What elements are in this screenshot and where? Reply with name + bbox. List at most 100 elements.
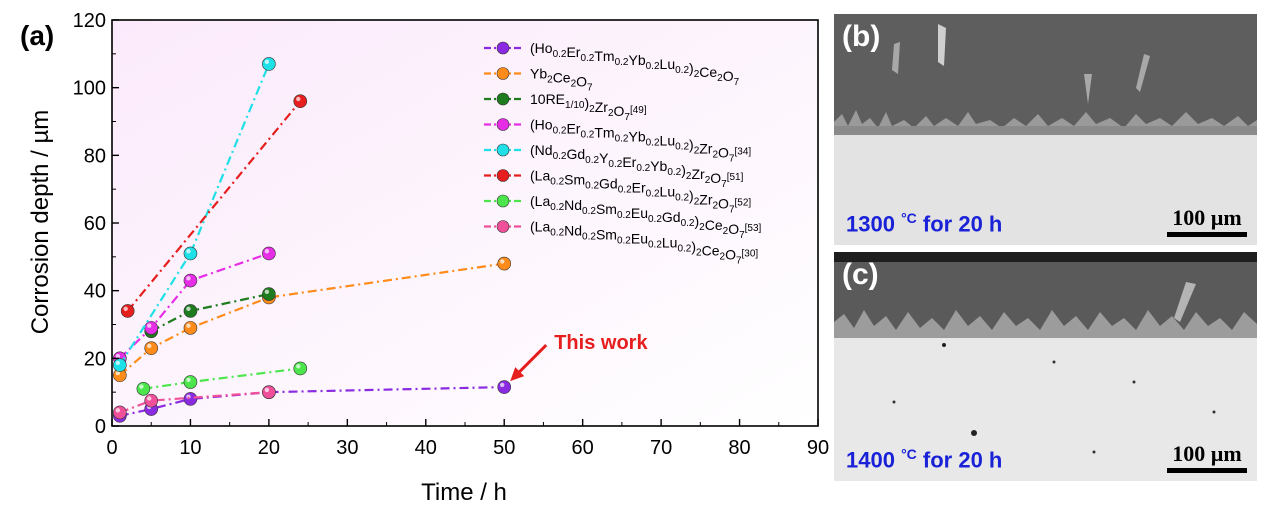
legend-marker (496, 67, 510, 80)
data-point-highlight (186, 276, 191, 281)
legend-label: (La0.2Nd0.2Sm0.2Eu0.2Lu0.2)2Ce2O7[30] (530, 219, 758, 267)
series-2 (113, 256, 512, 383)
legend-entry-8: (La0.2Nd0.2Sm0.2Eu0.2Lu0.2)2Ce2O7[30] (484, 219, 758, 267)
data-point (293, 361, 308, 376)
panel-label-b: (b) (842, 20, 881, 53)
plot-area (112, 20, 818, 426)
data-point-highlight (147, 343, 152, 349)
data-point-highlight (264, 387, 270, 393)
legend-entry-1: (Ho0.2Er0.2Tm0.2Yb0.2Lu0.2)2Ce2O7 (484, 40, 740, 88)
series-line (126, 100, 302, 312)
data-point-highlight (500, 259, 505, 264)
annotation-this-work: This work (554, 332, 648, 354)
y-tick-label: 120 (73, 10, 106, 32)
x-axis-title: Time / h (421, 479, 507, 506)
legend-label: (Nd0.2Gd0.2Y0.2Er0.2Yb0.2)2Zr2O7[51] (530, 142, 744, 190)
y-axis-title: Corrosion depth / µm (27, 110, 54, 335)
legend-marker (496, 92, 510, 106)
data-point-highlight (264, 59, 270, 64)
legend-entry-3: 10RE1/10)2Zr2O7[49] (484, 91, 647, 123)
temperature-condition: 1400 °C for 20 h (846, 445, 1003, 472)
data-point (183, 392, 198, 406)
panel-label-a: (a) (20, 20, 54, 51)
legend-marker (496, 41, 510, 55)
data-point (262, 287, 276, 301)
scale-bar: 100 µm (1167, 442, 1247, 473)
series-line (143, 367, 301, 390)
y-tick-label: 40 (84, 281, 106, 303)
data-point (262, 57, 276, 71)
legend-entry-4: (Ho0.2Er0.2Tm0.2Yb0.2Lu0.2)2Zr2O7[34] (484, 117, 751, 165)
series-line (119, 385, 505, 417)
data-point-highlight (147, 396, 152, 401)
series-line (118, 63, 270, 366)
data-point (113, 358, 127, 372)
annotation-arrow-head (510, 367, 525, 382)
x-tick-label: 10 (179, 437, 201, 459)
legend-entry-6: (La0.2Sm0.2Gd0.2Er0.2Lu0.2)2Zr2O7[52] (484, 168, 751, 216)
data-point-highlight (115, 353, 121, 359)
data-point-highlight (186, 306, 191, 311)
legend-label: (Ho0.2Er0.2Tm0.2Yb0.2Lu0.2)2Ce2O7 (530, 40, 740, 88)
data-point (497, 256, 512, 271)
data-point-highlight (500, 382, 505, 388)
data-point (262, 246, 276, 261)
data-point-highlight (186, 323, 191, 328)
legend-marker (496, 194, 510, 208)
data-point-highlight (296, 96, 301, 102)
x-tick-label: 80 (728, 437, 750, 459)
x-tick-label: 30 (336, 437, 358, 459)
data-point-highlight (115, 360, 121, 366)
data-point (183, 304, 198, 318)
data-point-highlight (115, 370, 121, 376)
x-tick-label: 90 (807, 437, 829, 459)
data-point-highlight (139, 384, 144, 389)
data-point-highlight (186, 249, 191, 254)
y-tick-label: 80 (84, 145, 106, 167)
series-line (119, 262, 505, 377)
micrograph-1400c: (c) 1400 °C for 20 h 100 µm (834, 252, 1257, 481)
legend-entry-7: (La0.2Nd0.2Sm0.2Eu0.2Gd0.2)2Ce2O7[53] (484, 193, 762, 241)
legend-label: (La0.2Sm0.2Gd0.2Er0.2Lu0.2)2Zr2O7[52] (530, 168, 751, 216)
series-6 (120, 94, 308, 318)
data-point (136, 381, 151, 396)
legend-marker (496, 220, 510, 233)
x-tick-label: 50 (493, 437, 515, 459)
series-5 (113, 57, 276, 372)
y-tick-label: 60 (84, 213, 106, 235)
x-tick-label: 70 (650, 437, 672, 459)
panel-label-c: (c) (842, 258, 879, 291)
legend-marker (496, 169, 510, 182)
data-point (113, 405, 127, 420)
legend-label: Yb2Ce2O7 (530, 66, 593, 94)
legend-marker (496, 118, 510, 131)
legend-label: 10RE1/10)2Zr2O7[49] (530, 91, 647, 123)
data-point-highlight (115, 408, 121, 413)
series-line (119, 252, 270, 360)
micrograph-cross-section (834, 14, 1257, 245)
scale-bar: 100 µm (1167, 206, 1247, 237)
corrosion-depth-chart: 0 10 20 30 40 50 60 70 80 90 0 20 40 60 80 100 120 (Ho0.… (20, 10, 829, 506)
data-point-highlight (296, 364, 301, 369)
data-point (144, 341, 159, 355)
data-point (497, 380, 512, 394)
legend-label: (La0.2Nd0.2Sm0.2Eu0.2Gd0.2)2Ce2O7[53] (530, 193, 762, 241)
x-tick-label: 0 (106, 437, 117, 459)
data-point-highlight (264, 289, 270, 295)
data-point-highlight (186, 377, 191, 383)
x-tick-label: 20 (258, 437, 280, 459)
x-tick-label: 60 (572, 437, 594, 459)
data-point (183, 321, 198, 335)
series-7 (136, 361, 308, 396)
data-point-highlight (264, 249, 270, 254)
data-point (144, 321, 159, 335)
y-tick-label: 20 (84, 348, 106, 370)
data-point (183, 246, 198, 261)
data-point-highlight (147, 323, 152, 328)
data-point (183, 273, 198, 288)
annotation-arrow-shaft (515, 344, 548, 377)
legend-entry-2: Yb2Ce2O7 (484, 66, 593, 94)
data-point (144, 393, 159, 408)
data-point (293, 94, 308, 108)
series-8 (113, 385, 276, 420)
